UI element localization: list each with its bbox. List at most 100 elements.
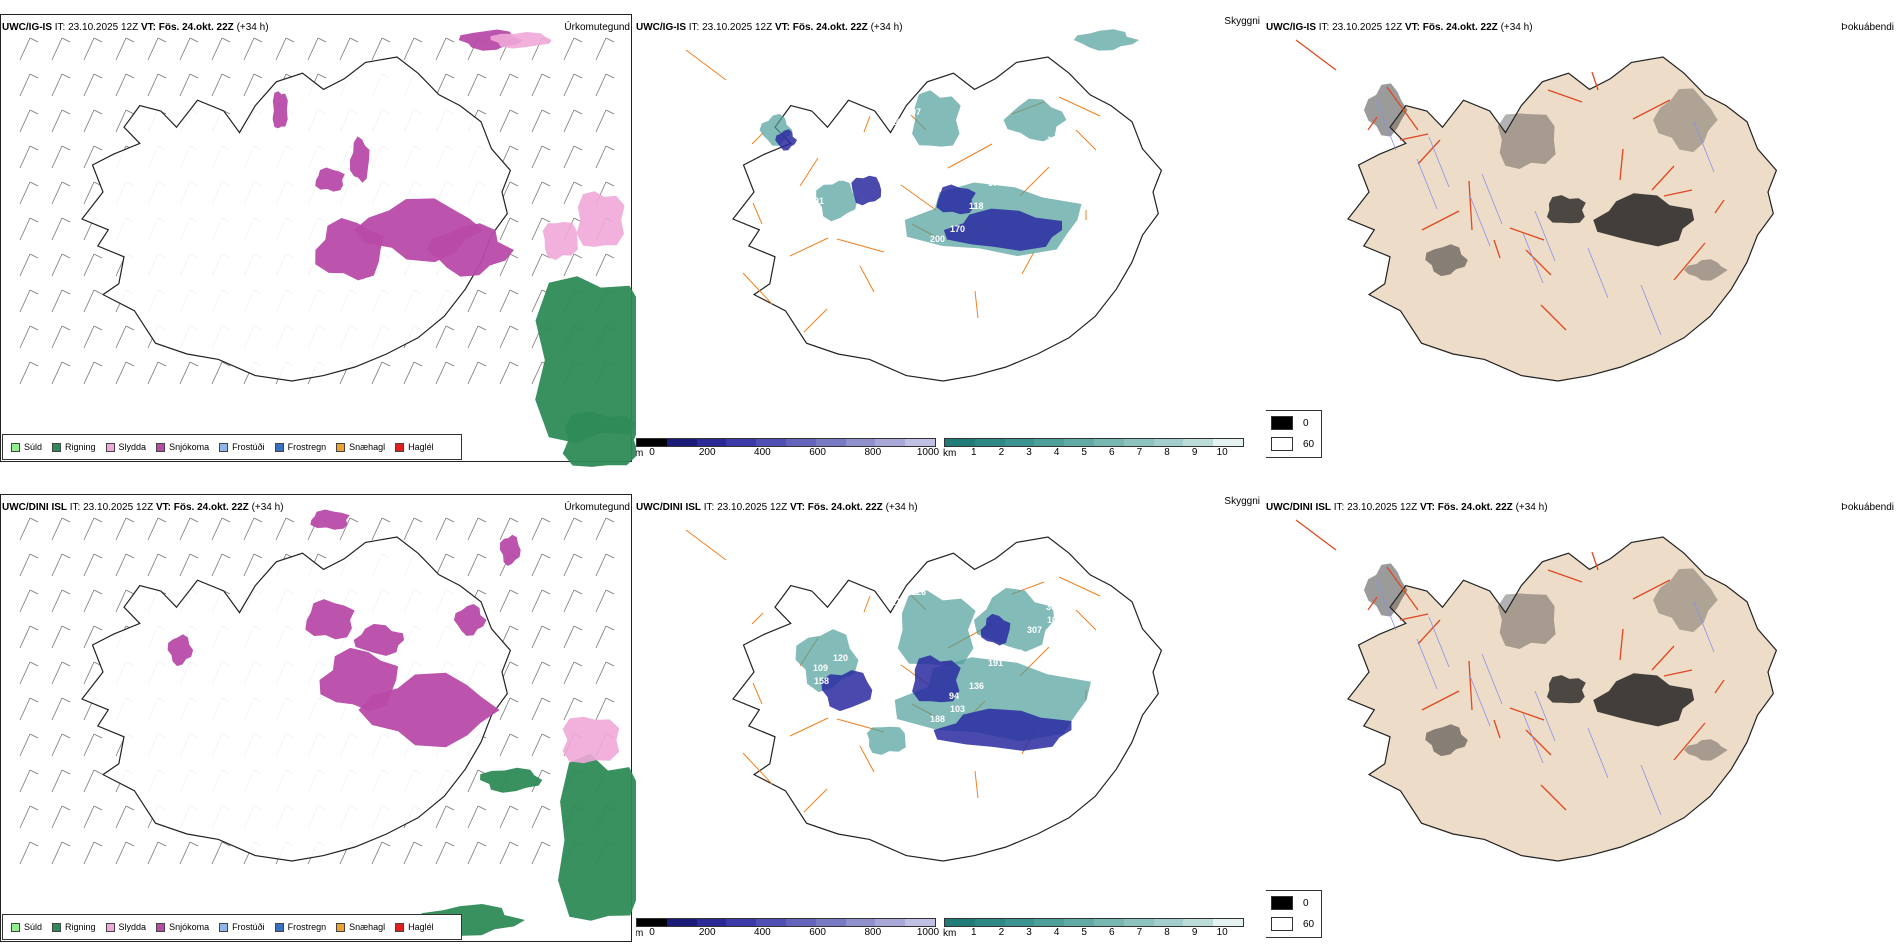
road (803, 308, 828, 333)
colorbar-swatch (974, 919, 1005, 926)
legend-label: Snæhagl (349, 442, 386, 452)
wind-barb-flag (541, 733, 551, 739)
wind-barb-flag (477, 517, 487, 523)
wind-barb-flag (125, 109, 135, 115)
wind-barb-flag (541, 625, 551, 631)
fog-legend: 0 60 (1266, 410, 1322, 458)
ceiling-value-label: 74 (775, 229, 785, 239)
wind-barb (595, 697, 607, 721)
river (1522, 232, 1544, 284)
colorbar-swatch (785, 919, 816, 926)
wind-barb (531, 697, 543, 721)
ceiling-value-label: 191 (988, 658, 1003, 668)
colorbar-tick-label: 800 (864, 447, 882, 458)
wind-barb (467, 289, 479, 313)
road (1417, 619, 1441, 645)
wind-barb (339, 37, 351, 61)
colorbar-swatch (815, 919, 846, 926)
wind-barb-flag (125, 517, 135, 523)
ceiling-value-label: 105 (1047, 615, 1062, 625)
road (1547, 569, 1583, 583)
wind-barb (595, 553, 607, 577)
ceiling-value-label: 16 (833, 173, 843, 183)
road (799, 157, 819, 187)
wind-barb-flag (381, 517, 391, 523)
colorbar-swatch (905, 439, 935, 446)
wind-barb (435, 805, 447, 829)
valid-time-label: VT: (789, 502, 805, 513)
visibility-unit: km (943, 928, 957, 939)
wind-barb (179, 553, 191, 577)
wind-barb (243, 553, 255, 577)
fog-label-min: 0 (1303, 897, 1309, 909)
wind-barb (19, 109, 31, 133)
wind-barb-flag (509, 109, 519, 115)
road (1417, 139, 1441, 165)
wind-barb-flag (221, 841, 231, 847)
wind-barb-flag (285, 37, 295, 43)
snow-area (349, 136, 370, 183)
valid-time: Fös. 24.okt. 22Z (173, 502, 249, 513)
wind-barb-flag (61, 217, 71, 223)
wind-barb-flag (573, 73, 583, 79)
wind-barb (51, 697, 63, 721)
wind-barb (51, 253, 63, 277)
wind-barb-flag (61, 769, 71, 775)
colorbar-tick-label: 0 (649, 447, 655, 458)
wind-barb (563, 145, 575, 169)
ceiling-labels: 170 149 170 12 91 97 81 74 121 118 176 16 200 73 97 144… (756, 102, 1095, 249)
ceiling-value-label: 421 (756, 582, 771, 592)
road (1075, 129, 1097, 151)
wind-barb (19, 73, 31, 97)
coastline (81, 56, 512, 382)
colorbar-swatch (666, 919, 697, 926)
wind-barb (563, 553, 575, 577)
colorbar-tick-label: 1000 (916, 447, 940, 458)
wind-barb-flag (605, 661, 615, 667)
wind-barb (531, 109, 543, 133)
wind-barb-flag (413, 361, 423, 367)
model-name: UWC/IG-IS (2, 22, 52, 33)
fog-area (1364, 563, 1408, 617)
wind-barb-flag (93, 805, 103, 811)
road (1509, 707, 1545, 721)
ceiling-value-label: 91 (814, 196, 824, 206)
wind-barb (83, 733, 95, 757)
ceiling-tick-labels: 0 200 400 600 800 1000 (636, 927, 939, 939)
ceiling-value-label: 149 (853, 163, 868, 173)
colorbar-swatch (696, 919, 727, 926)
wind-barb-flag (29, 841, 39, 847)
wind-barb-flag (317, 37, 327, 43)
river (1375, 99, 1397, 151)
wind-barb (595, 37, 607, 61)
colorbar-swatch (1034, 439, 1065, 446)
wind-barb-flag (61, 289, 71, 295)
road (751, 612, 764, 625)
wind-barb (51, 769, 63, 793)
snow-area (453, 604, 487, 636)
wind-barb (435, 37, 447, 61)
wind-barb (371, 841, 383, 865)
wind-barb-flag (29, 289, 39, 295)
wind-barb (147, 37, 159, 61)
wind-barb-flag (541, 517, 551, 523)
wind-barb-flag (573, 697, 583, 703)
wind-barb (499, 805, 511, 829)
colorbar-tick-label: 800 (864, 927, 882, 938)
ceiling-value-label: 67 (988, 178, 998, 188)
legend-swatch (11, 922, 20, 932)
wind-barb-flag (189, 517, 199, 523)
wind-barb-flag (445, 553, 455, 559)
rain-area (480, 767, 543, 793)
wind-barb-flag (157, 361, 167, 367)
road (751, 132, 764, 145)
colorbar-swatch (845, 439, 876, 446)
road (752, 682, 763, 705)
snow-area (310, 509, 350, 530)
colorbar-tick-label: 3 (1026, 447, 1032, 458)
wind-barb-flag (29, 325, 39, 331)
wind-barb-flag (541, 109, 551, 115)
wind-barb (595, 589, 607, 613)
fog-legend-item: 60 (1271, 917, 1314, 931)
road (685, 529, 727, 561)
